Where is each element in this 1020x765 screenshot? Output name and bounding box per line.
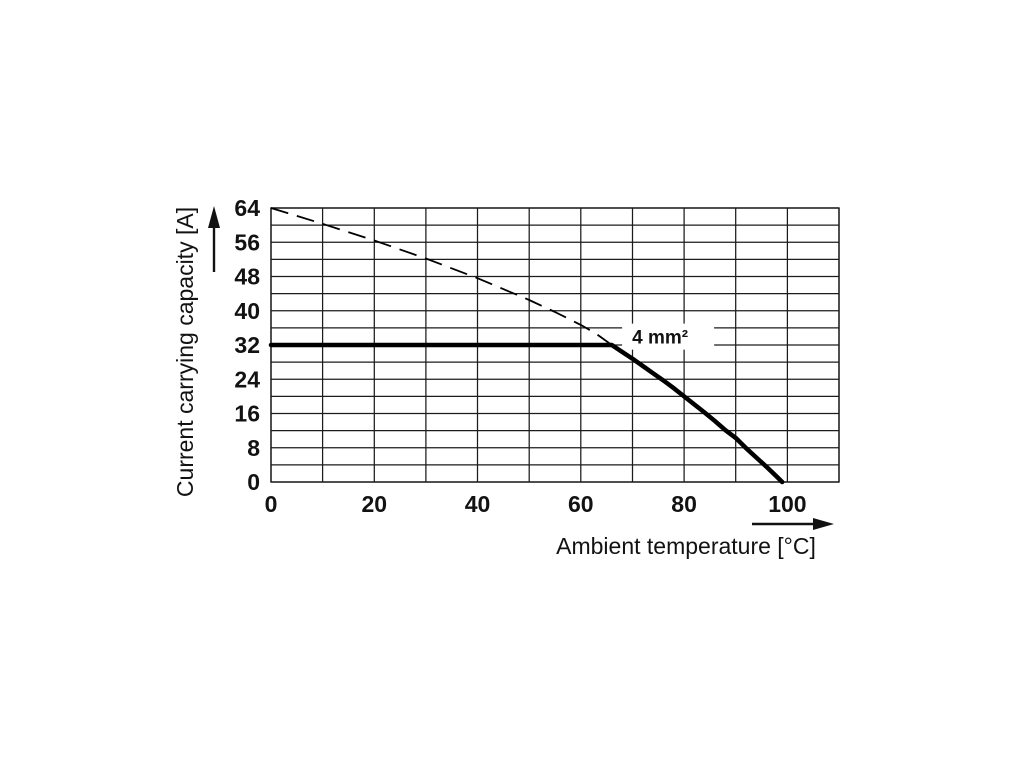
y-axis-arrow-icon <box>208 206 220 272</box>
x-tick-label: 80 <box>671 491 697 517</box>
annotation-background <box>622 323 715 350</box>
y-axis-title: Current carrying capacity [A] <box>172 207 198 497</box>
y-tick-label: 64 <box>234 195 260 221</box>
x-tick-label: 40 <box>465 491 491 517</box>
y-tick-label: 32 <box>234 332 260 358</box>
series-line-derating-curve-dashed <box>270 207 613 346</box>
annotation-label: 4 mm² <box>632 328 688 349</box>
y-tick-label: 8 <box>247 435 260 461</box>
x-tick-label: 100 <box>768 491 806 517</box>
y-tick-label: 16 <box>234 401 260 427</box>
y-tick-label: 24 <box>234 366 260 392</box>
x-axis-title: Ambient temperature [°C] <box>556 533 816 559</box>
x-tick-label: 20 <box>362 491 388 517</box>
tick-labels: 0 20 40 60 80 100 0 8 16 24 32 40 48 56 64 <box>234 195 806 517</box>
chart-series <box>268 207 785 485</box>
y-tick-label: 0 <box>247 469 260 495</box>
y-tick-label: 48 <box>234 264 260 290</box>
y-tick-label: 40 <box>234 298 260 324</box>
x-axis-arrow-icon <box>752 518 834 530</box>
x-tick-label: 60 <box>568 491 594 517</box>
y-tick-label: 56 <box>234 229 260 255</box>
x-tick-label: 0 <box>265 491 278 517</box>
series-line-capacity-limit-4mm2-solid <box>268 342 785 485</box>
series-annotation: 4 mm² <box>622 323 715 350</box>
